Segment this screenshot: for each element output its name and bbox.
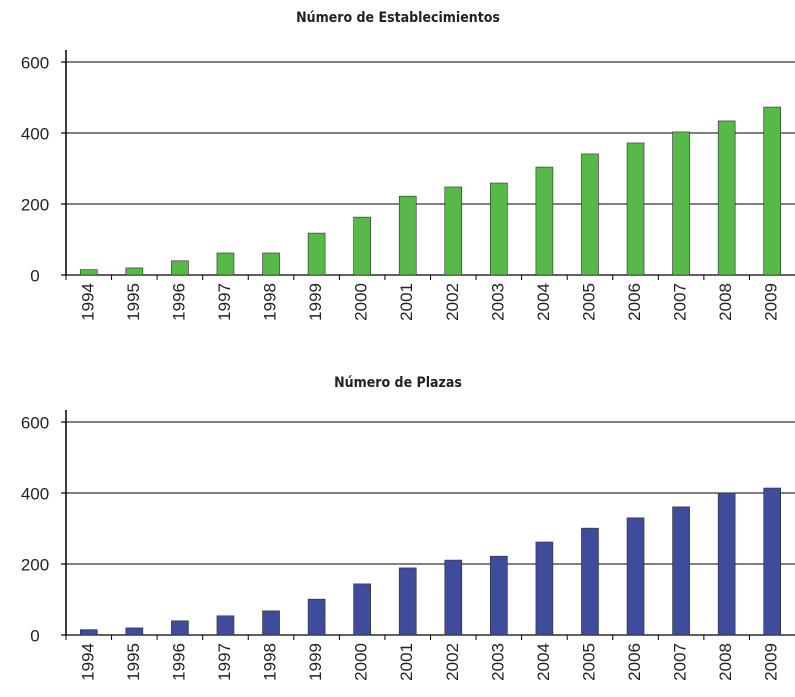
x-tick-label: 1997: [215, 643, 234, 681]
x-tick-label: 2004: [534, 643, 553, 681]
x-tick-label: 2003: [488, 283, 507, 321]
x-tick-label: 2004: [534, 283, 553, 321]
y-tick-label: 200: [21, 555, 49, 574]
x-tick-label: 2001: [397, 643, 416, 681]
x-tick-label: 1998: [261, 643, 280, 681]
bar: [717, 120, 736, 276]
chart-title: Número de Establecimientos: [296, 10, 500, 26]
bar: [216, 252, 235, 276]
y-tick-label: 0: [30, 626, 39, 645]
x-tick-label: 1995: [124, 283, 143, 321]
bar: [125, 627, 144, 636]
bar: [171, 260, 189, 276]
bar: [581, 153, 599, 276]
x-tick-label: 1997: [215, 283, 234, 321]
x-tick-label: 2001: [397, 283, 416, 321]
y-tick-label: 400: [21, 124, 49, 143]
bar: [535, 166, 554, 276]
x-tick-label: 2005: [579, 283, 598, 321]
x-tick-label: 2007: [671, 283, 690, 321]
bar: [171, 620, 189, 636]
bar: [490, 555, 508, 636]
x-tick-label: 2002: [443, 643, 462, 681]
y-tick-label: 600: [21, 53, 49, 72]
y-tick-label: 400: [21, 484, 49, 503]
y-tick-label: 600: [21, 413, 49, 432]
bar: [581, 527, 599, 636]
x-tick-label: 2009: [762, 283, 781, 321]
bar: [79, 629, 98, 636]
bar: [262, 252, 280, 276]
x-tick-label: 2000: [352, 643, 371, 681]
x-tick-label: 1999: [306, 643, 325, 681]
x-tick-label: 2008: [716, 643, 735, 681]
bar: [626, 142, 645, 276]
x-tick-label: 1995: [124, 643, 143, 681]
x-tick-label: 1996: [169, 643, 188, 681]
chart-title: Número de Plazas: [334, 375, 462, 391]
x-tick-label: 2006: [625, 283, 644, 321]
x-tick-label: 2009: [762, 643, 781, 681]
y-tick-label: 200: [21, 195, 49, 214]
bar: [535, 541, 554, 636]
bar: [672, 506, 690, 636]
bar: [717, 492, 736, 636]
bar: [398, 567, 417, 636]
bar: [763, 487, 782, 636]
bar: [353, 216, 371, 276]
x-tick-label: 2006: [625, 643, 644, 681]
x-tick-label: 2007: [671, 643, 690, 681]
x-tick-label: 1999: [306, 283, 325, 321]
bar: [262, 610, 280, 636]
bar: [672, 131, 690, 276]
bar: [125, 267, 144, 276]
bar: [763, 106, 782, 276]
bar: [216, 615, 235, 636]
x-tick-label: 2003: [488, 643, 507, 681]
bar: [444, 559, 463, 636]
x-tick-label: 2005: [579, 643, 598, 681]
x-tick-label: 2000: [352, 283, 371, 321]
x-tick-label: 1994: [78, 283, 97, 321]
y-tick-label: 0: [30, 266, 39, 285]
x-tick-label: 2002: [443, 283, 462, 321]
bar: [490, 182, 508, 276]
x-tick-label: 1998: [261, 283, 280, 321]
bar: [444, 186, 463, 276]
bar: [79, 269, 98, 276]
bar: [626, 517, 645, 636]
bar: [307, 598, 326, 636]
bar: [307, 232, 326, 276]
x-tick-label: 2008: [716, 283, 735, 321]
x-tick-label: 1994: [78, 643, 97, 681]
bar: [353, 583, 371, 636]
bar: [398, 195, 417, 276]
x-tick-label: 1996: [169, 283, 188, 321]
